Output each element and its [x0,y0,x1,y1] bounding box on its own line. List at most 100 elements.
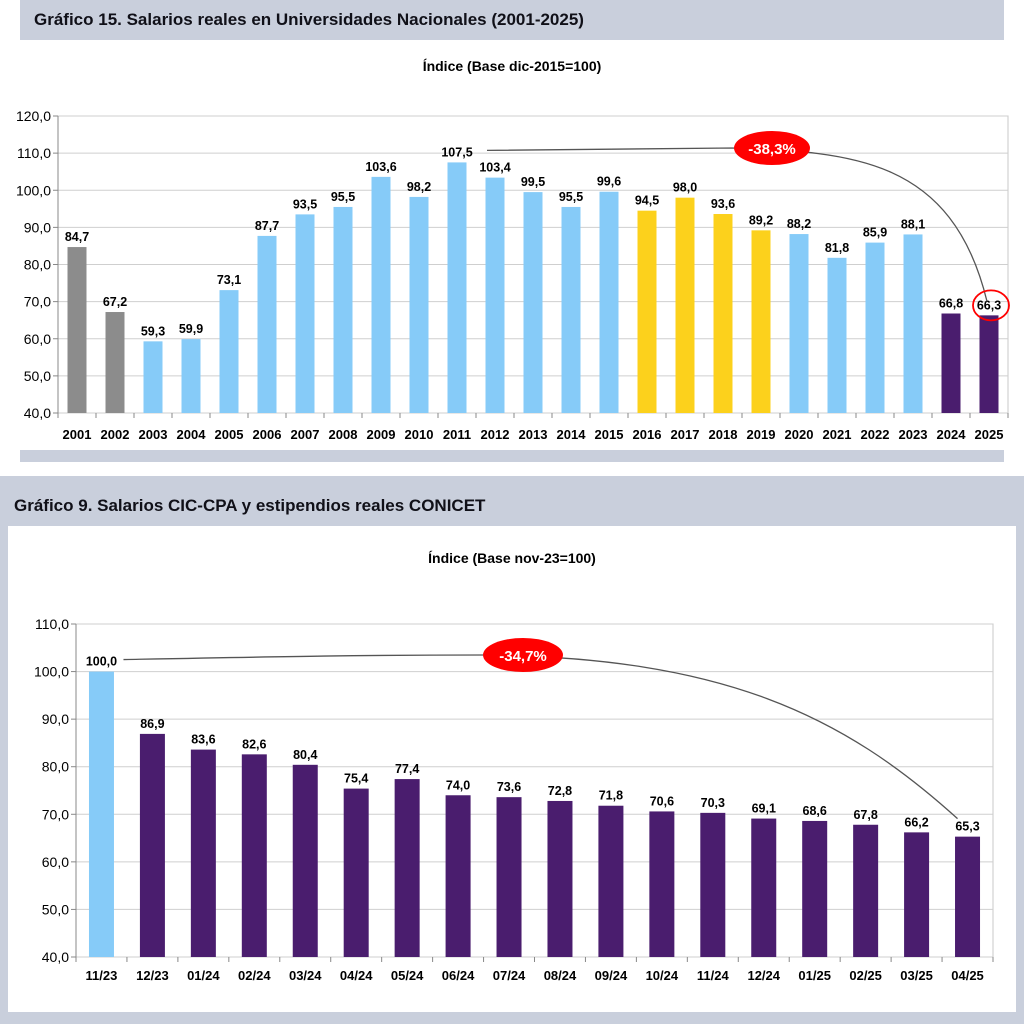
y-tick-label: 70,0 [42,806,69,822]
x-tick-label: 2024 [937,427,967,442]
bar-2021 [827,257,847,413]
x-tick-label: 12/23 [136,968,169,983]
bar-01-25 [802,820,828,957]
data-label: 70,6 [650,794,674,808]
bar-05-24 [394,779,420,957]
data-label: 85,9 [863,226,887,240]
y-tick-label: 50,0 [24,368,51,384]
x-tick-label: 2005 [215,427,244,442]
bar-11-24 [700,812,726,957]
x-tick-label: 2013 [519,427,548,442]
x-tick-label: 2025 [975,427,1004,442]
bar-04-25 [955,836,981,957]
data-label: 88,2 [787,217,811,231]
bar-2014 [561,206,581,413]
bar-12-23 [139,733,165,957]
x-tick-label: 2018 [709,427,738,442]
bar-2022 [865,242,885,413]
bar-2020 [789,234,809,413]
chart-panel-universidades: Gráfico 15. Salarios reales en Universid… [0,0,1024,462]
y-tick-label: 90,0 [42,711,69,727]
bar-08-24 [547,800,573,957]
x-tick-label: 2006 [253,427,282,442]
data-label: 82,6 [242,737,266,751]
bar-2009 [371,176,391,413]
x-tick-label: 2021 [823,427,852,442]
bar-12-24 [751,818,777,957]
data-label: 81,8 [825,241,849,255]
data-label: 99,6 [597,175,621,189]
bar-2012 [485,177,505,413]
bar-06-24 [445,795,471,957]
x-tick-label: 10/24 [646,968,679,983]
data-label: 71,8 [599,789,623,803]
panel-bottom-strip [20,450,1004,462]
bar-09-24 [598,805,624,957]
bar-2007 [295,214,315,413]
data-label: 73,1 [217,273,241,287]
bar-2006 [257,235,277,413]
bar-2024 [941,313,961,413]
change-badge-label: -34,7% [499,648,547,665]
bar-2001 [67,247,87,413]
x-tick-label: 2015 [595,427,624,442]
data-label: 107,5 [441,145,472,159]
data-label: 74,0 [446,778,470,792]
x-tick-label: 2009 [367,427,396,442]
x-tick-label: 2014 [557,427,587,442]
bar-2004 [181,339,201,413]
data-label: 88,1 [901,217,925,231]
chart-title: Gráfico 9. Salarios CIC-CPA y estipendio… [14,496,486,515]
bar-2002 [105,312,125,413]
bar-chart-conicet: 40,0 50,0 60,0 70,0 80,0 90,0 100,0 110,0 100,0 1… [34,616,994,983]
data-label: 67,2 [103,295,127,309]
x-tick-label: 2019 [747,427,776,442]
data-label: 93,5 [293,197,317,211]
y-tick-label: 40,0 [42,949,69,965]
bar-2010 [409,196,429,413]
change-badge [734,131,810,165]
chart-panel-conicet: Gráfico 9. Salarios CIC-CPA y estipendio… [0,476,1024,1024]
data-label: 93,6 [711,197,735,211]
change-badge [483,638,563,672]
bar-02-25 [853,824,879,957]
data-label: 87,7 [255,219,279,233]
data-label: 77,4 [395,762,419,776]
y-tick-label: 70,0 [24,294,51,310]
x-tick-label: 2001 [63,427,92,442]
data-label: 72,8 [548,784,572,798]
x-tick-label: 2017 [671,427,700,442]
data-label: 73,6 [497,780,521,794]
y-tick-label: 60,0 [24,331,51,347]
bar-07-24 [496,797,522,957]
bar-2016 [637,210,657,413]
bar-03-24 [292,764,318,957]
bar-2019 [751,230,771,413]
y-tick-label: 60,0 [42,854,69,870]
x-tick-label: 08/24 [544,968,577,983]
bar-10-24 [649,811,675,957]
x-tick-label: 2004 [177,427,207,442]
bar-2008 [333,206,353,413]
bar-2025 [979,315,999,413]
data-label: 83,6 [191,733,215,747]
data-label: 68,6 [803,804,827,818]
x-tick-label: 2003 [139,427,168,442]
x-tick-label: 09/24 [595,968,628,983]
chart-title-band [20,0,1004,40]
bar-2015 [599,191,619,413]
x-tick-label: 06/24 [442,968,475,983]
y-tick-label: 50,0 [42,901,69,917]
data-label: 103,4 [479,161,510,175]
data-label: 98,0 [673,181,697,195]
x-tick-label: 02/24 [238,968,271,983]
x-tick-label: 2002 [101,427,130,442]
bar-03-25 [904,832,930,957]
x-tick-label: 01/24 [187,968,220,983]
x-tick-label: 2022 [861,427,890,442]
y-tick-label: 80,0 [42,759,69,775]
data-label: 70,3 [701,796,725,810]
highlight-circle [972,289,1010,322]
chart-title: Gráfico 15. Salarios reales en Universid… [34,10,584,29]
x-tick-label: 2007 [291,427,320,442]
